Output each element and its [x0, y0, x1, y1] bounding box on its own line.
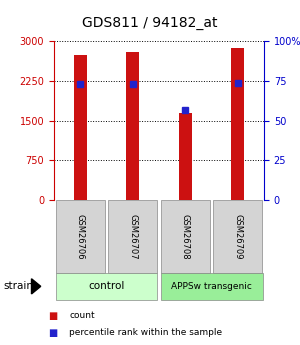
- Text: ■: ■: [48, 328, 57, 338]
- Text: GSM26709: GSM26709: [233, 214, 242, 259]
- Text: APPSw transgenic: APPSw transgenic: [171, 282, 252, 291]
- Text: count: count: [69, 311, 94, 320]
- Text: GDS811 / 94182_at: GDS811 / 94182_at: [82, 16, 218, 30]
- Polygon shape: [32, 279, 41, 294]
- Bar: [231, 48, 244, 200]
- Text: strain: strain: [3, 282, 33, 291]
- Text: GSM26707: GSM26707: [128, 214, 137, 259]
- Text: ■: ■: [48, 311, 57, 321]
- Text: percentile rank within the sample: percentile rank within the sample: [69, 328, 222, 337]
- Bar: [179, 113, 192, 200]
- Text: GSM26708: GSM26708: [181, 214, 190, 259]
- Bar: [126, 52, 139, 200]
- Text: GSM26706: GSM26706: [76, 214, 85, 259]
- Bar: [74, 55, 87, 200]
- Text: control: control: [88, 282, 125, 291]
